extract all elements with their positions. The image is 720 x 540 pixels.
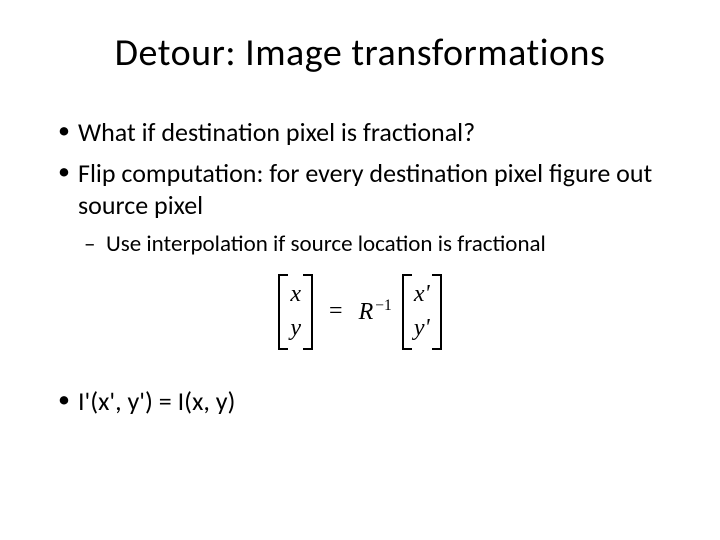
equals-operator: = [329,298,343,325]
right-matrix: x' y' [402,274,442,349]
left-matrix: x y [278,274,313,349]
r-exponent: −1 [375,297,392,314]
bullet-item-2: Flip computation: for every destination … [50,157,670,222]
matrix-equation: x y = R−1 x' y' [278,274,441,349]
r-inverse: R−1 [359,297,392,326]
bullet-item-1: What if destination pixel is fractional? [50,116,670,149]
slide-title: Detour: Image transformations [50,30,670,76]
left-matrix-row-2: y [290,312,301,346]
bullet-list-2: I'(x', y') = I(x, y) [50,385,670,418]
bullet-item-3: I'(x', y') = I(x, y) [50,385,670,418]
right-matrix-row-1: x' [414,278,430,312]
sub-bullet-1: Use interpolation if source location is … [50,230,670,260]
equation-container: x y = R−1 x' y' [50,274,670,349]
right-matrix-row-2: y' [414,312,430,346]
left-matrix-row-1: x [290,278,301,312]
r-symbol: R [359,299,374,325]
bullet-list: What if destination pixel is fractional?… [50,116,670,259]
